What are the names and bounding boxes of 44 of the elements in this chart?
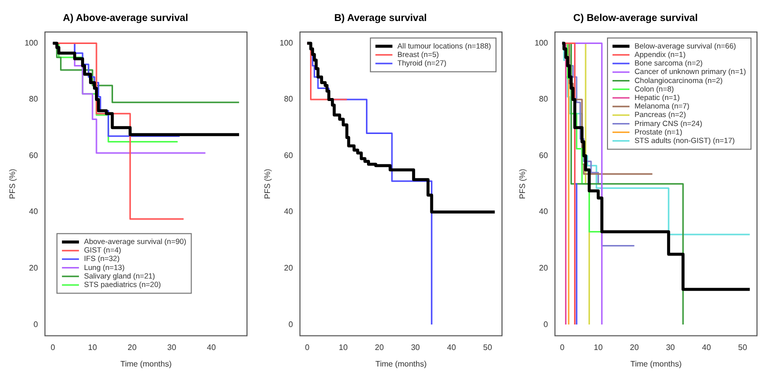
x-axis-title: Time (months): [375, 359, 427, 368]
y-tick-label: 20: [539, 263, 548, 272]
chart-title: B) Average survival: [334, 12, 428, 24]
x-axis-title: Time (months): [120, 359, 172, 368]
y-tick-label: 60: [29, 150, 38, 160]
y-tick-label: 60: [284, 150, 294, 160]
x-tick-label: 0: [304, 342, 310, 352]
x-tick-label: 20: [630, 342, 640, 352]
x-tick-label: 10: [338, 342, 348, 352]
x-tick-label: 10: [594, 342, 604, 352]
y-tick-label: 80: [29, 94, 38, 104]
x-tick-label: 40: [702, 342, 712, 352]
y-tick-label: 100: [534, 38, 548, 48]
y-tick-label: 60: [539, 150, 548, 160]
x-tick-label: 50: [738, 342, 748, 352]
chart-title: A) Above-average survival: [62, 12, 188, 24]
y-tick-label: 40: [284, 207, 294, 216]
x-tick-label: 20: [374, 342, 384, 352]
x-tick-label: 30: [410, 342, 420, 352]
y-axis-title: PFS (%): [518, 168, 528, 200]
y-tick-label: 80: [539, 94, 548, 104]
y-tick-label: 20: [29, 263, 38, 272]
x-tick-label: 40: [447, 342, 456, 352]
x-axis-title: Time (months): [630, 359, 682, 368]
x-tick-label: 20: [128, 342, 138, 352]
x-tick-label: 30: [666, 342, 676, 352]
y-tick-label: 20: [284, 263, 294, 272]
chart-title: C) Below-average survival: [573, 12, 698, 24]
x-tick-label: 0: [50, 342, 56, 352]
y-tick-label: 40: [29, 207, 38, 216]
x-tick-label: 50: [483, 342, 493, 352]
x-tick-label: 0: [560, 342, 565, 352]
y-axis-title: PFS (%): [8, 168, 18, 200]
y-tick-label: 100: [280, 38, 294, 48]
x-tick-label: 40: [206, 342, 216, 352]
y-tick-label: 0: [33, 320, 38, 329]
x-tick-label: 30: [167, 342, 177, 352]
y-tick-label: 100: [24, 38, 38, 48]
y-tick-label: 0: [543, 320, 548, 329]
y-tick-label: 0: [288, 320, 294, 329]
y-axis-title: PFS (%): [263, 168, 272, 200]
x-tick-label: 10: [88, 342, 98, 352]
y-tick-label: 40: [539, 207, 548, 216]
y-tick-label: 80: [284, 94, 294, 104]
